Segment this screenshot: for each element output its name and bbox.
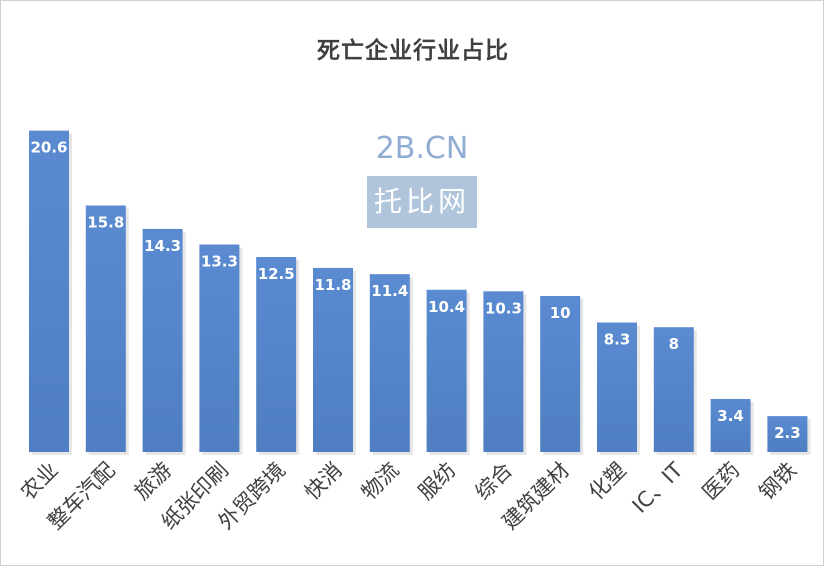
data-label-13: 2.3 [774,424,801,442]
bar-8 [483,291,524,452]
bar-1 [85,205,126,452]
category-label-8: 综合 [471,458,518,505]
data-label-6: 11.4 [371,282,408,300]
bar-10 [597,322,637,452]
bar-2 [142,228,183,452]
bar-4 [256,257,297,452]
chart-title: 死亡企业行业占比 [317,37,509,64]
bar-5 [313,267,353,452]
bar-13 [767,416,808,452]
watermark-text-name: 托比网 [367,176,477,228]
category-label-13: 钢铁 [755,458,802,505]
bar-12 [710,398,751,452]
watermark-logo: 2B.CN 托比网 [367,126,477,228]
data-label-11: 8 [669,335,679,353]
bar-9 [540,296,581,452]
category-label-2: 旅游 [130,458,177,505]
data-label-9: 10 [550,304,571,322]
watermark-text-domain: 2B.CN [367,126,477,172]
data-label-0: 20.6 [30,139,67,157]
data-label-1: 15.8 [87,214,124,232]
bar-7 [426,289,467,452]
data-label-4: 12.5 [258,265,295,283]
bar-11 [653,327,694,452]
category-label-10: 化塑 [584,458,631,505]
data-label-5: 11.8 [314,276,351,294]
bar-3 [199,244,240,452]
category-label-6: 物流 [357,458,404,505]
bar-6 [369,274,410,452]
category-label-12: 医药 [698,458,745,505]
data-label-3: 13.3 [201,253,238,271]
category-label-7: 服纺 [414,458,461,505]
category-label-5: 快消 [300,458,347,505]
category-label-11: IC、IT [628,458,688,518]
data-label-7: 10.4 [428,298,465,316]
data-label-10: 8.3 [604,331,631,349]
bar-0 [29,130,69,452]
data-label-12: 3.4 [717,407,744,425]
category-label-0: 农业 [16,458,63,505]
data-label-2: 14.3 [144,237,181,255]
data-label-8: 10.3 [485,299,522,317]
